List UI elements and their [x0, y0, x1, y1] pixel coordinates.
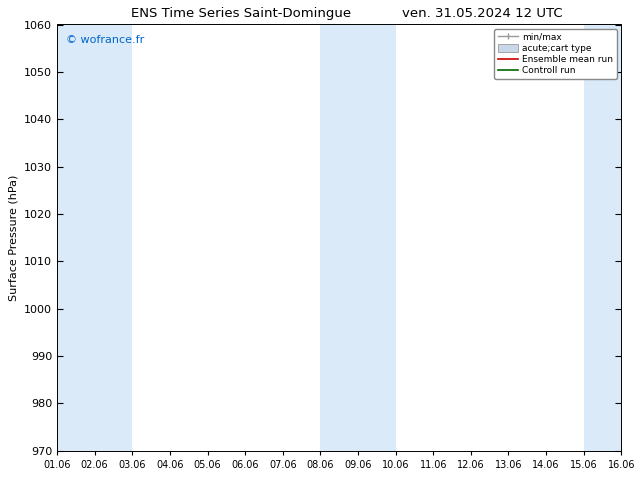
Text: ven. 31.05.2024 12 UTC: ven. 31.05.2024 12 UTC	[401, 7, 562, 21]
Y-axis label: Surface Pressure (hPa): Surface Pressure (hPa)	[8, 174, 18, 301]
Text: © wofrance.fr: © wofrance.fr	[65, 35, 144, 45]
Text: ENS Time Series Saint-Domingue: ENS Time Series Saint-Domingue	[131, 7, 351, 21]
Legend: min/max, acute;cart type, Ensemble mean run, Controll run: min/max, acute;cart type, Ensemble mean …	[495, 29, 617, 79]
Bar	[320, 24, 396, 451]
Bar	[584, 24, 621, 451]
Bar	[57, 24, 133, 451]
